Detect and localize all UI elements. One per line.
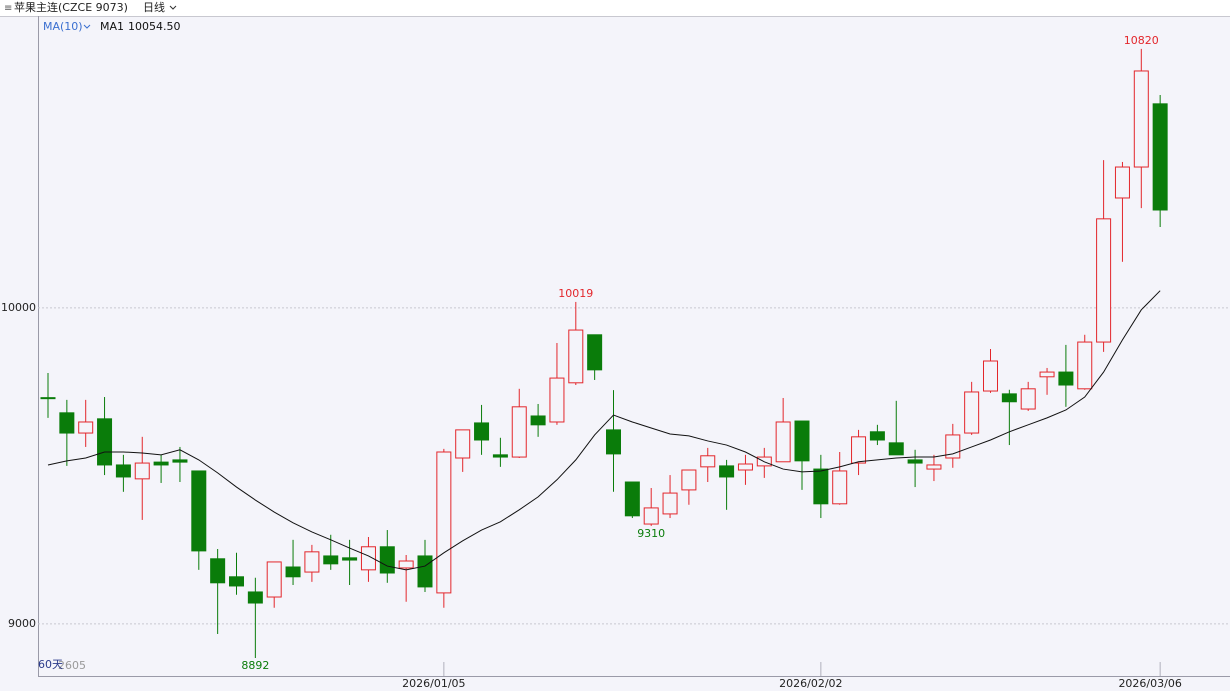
candle-body [983,360,998,392]
extreme-label: 10019 [558,287,593,300]
candle-body [549,377,565,423]
candle-body [964,391,980,434]
candle-body [229,576,244,587]
candle-body [907,459,923,464]
candle-body [191,470,207,552]
candle-body [775,421,791,463]
top-bar [0,0,1230,16]
candle-body [115,464,131,478]
candle-body [417,555,433,588]
candle-body [304,551,320,573]
candle-body [851,436,867,464]
candle-body [398,560,414,569]
y-tick-label: 9000 [8,617,36,630]
period[interactable]: 日线 [143,0,165,14]
ma-value: 10054.50 [128,20,181,33]
candle-body [1039,371,1055,378]
x-tick-label: 2026/01/05 [402,677,465,690]
candle-body [323,555,339,565]
candle-body [59,412,75,434]
candle-body [210,558,226,584]
candle-body [624,481,640,517]
extreme-label: 9310 [637,527,665,540]
candle-body [1001,393,1017,403]
period-dropdown[interactable] [169,5,177,10]
candle-body [134,462,150,480]
extreme-label: 10820 [1124,34,1159,47]
candle-body [719,465,735,478]
candle-body [78,421,94,434]
candle-body [342,557,358,561]
y-tick-label: 10000 [1,301,36,314]
candle-body [511,406,527,458]
candle-body [926,464,942,470]
candle-body [285,566,301,578]
candle-body [172,459,188,463]
candle-body [360,546,376,571]
ma-name: MA1 [100,20,124,33]
candle-body [153,461,169,466]
candle-body [700,455,716,468]
candle-body [888,442,904,456]
contract: 2605 [58,659,86,672]
candle-body [1096,218,1112,343]
candle-body [474,422,490,441]
candle-body [1058,371,1074,386]
candle-body [247,591,263,604]
candle-body [794,420,810,462]
candle-body [587,334,603,371]
candle-body [1114,166,1130,199]
extreme-label: 8892 [241,659,269,672]
instrument[interactable]: 苹果主连(CZCE 9073) [14,0,128,14]
candle-body [662,492,678,515]
candle-body [813,468,829,505]
candle-body [1077,341,1093,390]
ma-line [47,290,1161,571]
candle-body [737,463,753,471]
candle-body [606,429,621,455]
candle-body [97,418,113,466]
candle-body [266,561,282,598]
candle-body [568,329,584,384]
candle-body [681,469,697,491]
candle-body [869,431,885,441]
indicator-dropdown[interactable] [83,24,91,29]
day-count: 60天 [38,658,63,671]
menu-icon[interactable]: ≡ [4,3,12,14]
candle-body [455,429,471,459]
candle-body [1133,70,1149,168]
candle-body [832,470,848,505]
candle-body [530,415,546,426]
candle-body [379,546,395,574]
candle-body [40,397,56,400]
candle-body [1152,103,1168,211]
candle-body [1020,388,1036,410]
candle-body [492,454,508,458]
indicator[interactable]: MA(10) [43,20,83,33]
x-tick-label: 2026/02/02 [779,677,842,690]
x-tick-label: 2026/03/06 [1118,677,1181,690]
candle-body [643,507,659,525]
candle-body [436,451,452,594]
